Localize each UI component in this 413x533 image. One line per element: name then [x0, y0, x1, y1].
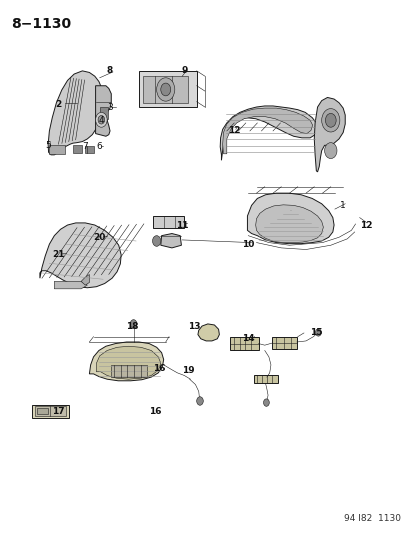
Circle shape: [95, 112, 107, 127]
Polygon shape: [37, 408, 48, 414]
Text: 9: 9: [180, 67, 187, 75]
Text: 5: 5: [45, 141, 51, 150]
Text: 94 I82  1130: 94 I82 1130: [343, 514, 400, 523]
Text: 6: 6: [97, 142, 102, 151]
Circle shape: [130, 320, 137, 328]
Polygon shape: [255, 205, 323, 243]
Polygon shape: [100, 107, 108, 119]
Polygon shape: [139, 71, 196, 107]
Polygon shape: [96, 346, 160, 379]
Circle shape: [263, 399, 268, 406]
Text: 21: 21: [52, 251, 64, 260]
Polygon shape: [95, 86, 111, 136]
Circle shape: [325, 114, 335, 127]
Text: 16: 16: [149, 407, 161, 416]
Text: 20: 20: [93, 233, 106, 242]
Circle shape: [152, 236, 160, 246]
Text: 16: 16: [153, 364, 165, 373]
Text: 19: 19: [182, 366, 194, 375]
Polygon shape: [152, 216, 184, 228]
Text: 14: 14: [241, 334, 254, 343]
Polygon shape: [49, 146, 64, 154]
Text: 17: 17: [52, 407, 64, 416]
Polygon shape: [247, 193, 333, 244]
Polygon shape: [34, 406, 66, 416]
Polygon shape: [222, 108, 312, 154]
Polygon shape: [54, 281, 87, 289]
Polygon shape: [31, 405, 69, 418]
Text: 12: 12: [227, 126, 240, 135]
Polygon shape: [85, 147, 93, 153]
Text: 8−1130: 8−1130: [11, 17, 71, 30]
Polygon shape: [220, 106, 317, 160]
Polygon shape: [143, 76, 188, 103]
Polygon shape: [48, 71, 103, 155]
Circle shape: [324, 143, 336, 159]
Text: 13: 13: [188, 321, 200, 330]
Circle shape: [156, 78, 174, 101]
Polygon shape: [89, 342, 163, 381]
Text: 7: 7: [82, 142, 88, 151]
Text: 18: 18: [126, 321, 139, 330]
Polygon shape: [160, 233, 181, 248]
Polygon shape: [40, 223, 121, 288]
Text: 11: 11: [176, 221, 188, 230]
Text: 1: 1: [339, 201, 345, 210]
Circle shape: [315, 329, 320, 336]
Polygon shape: [271, 337, 296, 349]
Polygon shape: [111, 365, 147, 377]
Polygon shape: [197, 324, 219, 341]
Polygon shape: [73, 146, 82, 153]
Polygon shape: [81, 274, 89, 285]
Text: 2: 2: [55, 100, 62, 109]
Circle shape: [98, 116, 104, 124]
Circle shape: [160, 83, 170, 96]
Text: 3: 3: [107, 102, 113, 111]
Text: 15: 15: [309, 328, 322, 337]
Text: 12: 12: [359, 221, 371, 230]
Text: 4: 4: [99, 116, 104, 125]
Polygon shape: [229, 337, 258, 351]
Circle shape: [196, 397, 203, 405]
Text: 10: 10: [242, 240, 254, 249]
Circle shape: [321, 109, 339, 132]
Text: 8: 8: [107, 67, 113, 75]
Polygon shape: [254, 375, 277, 383]
Polygon shape: [313, 98, 344, 172]
